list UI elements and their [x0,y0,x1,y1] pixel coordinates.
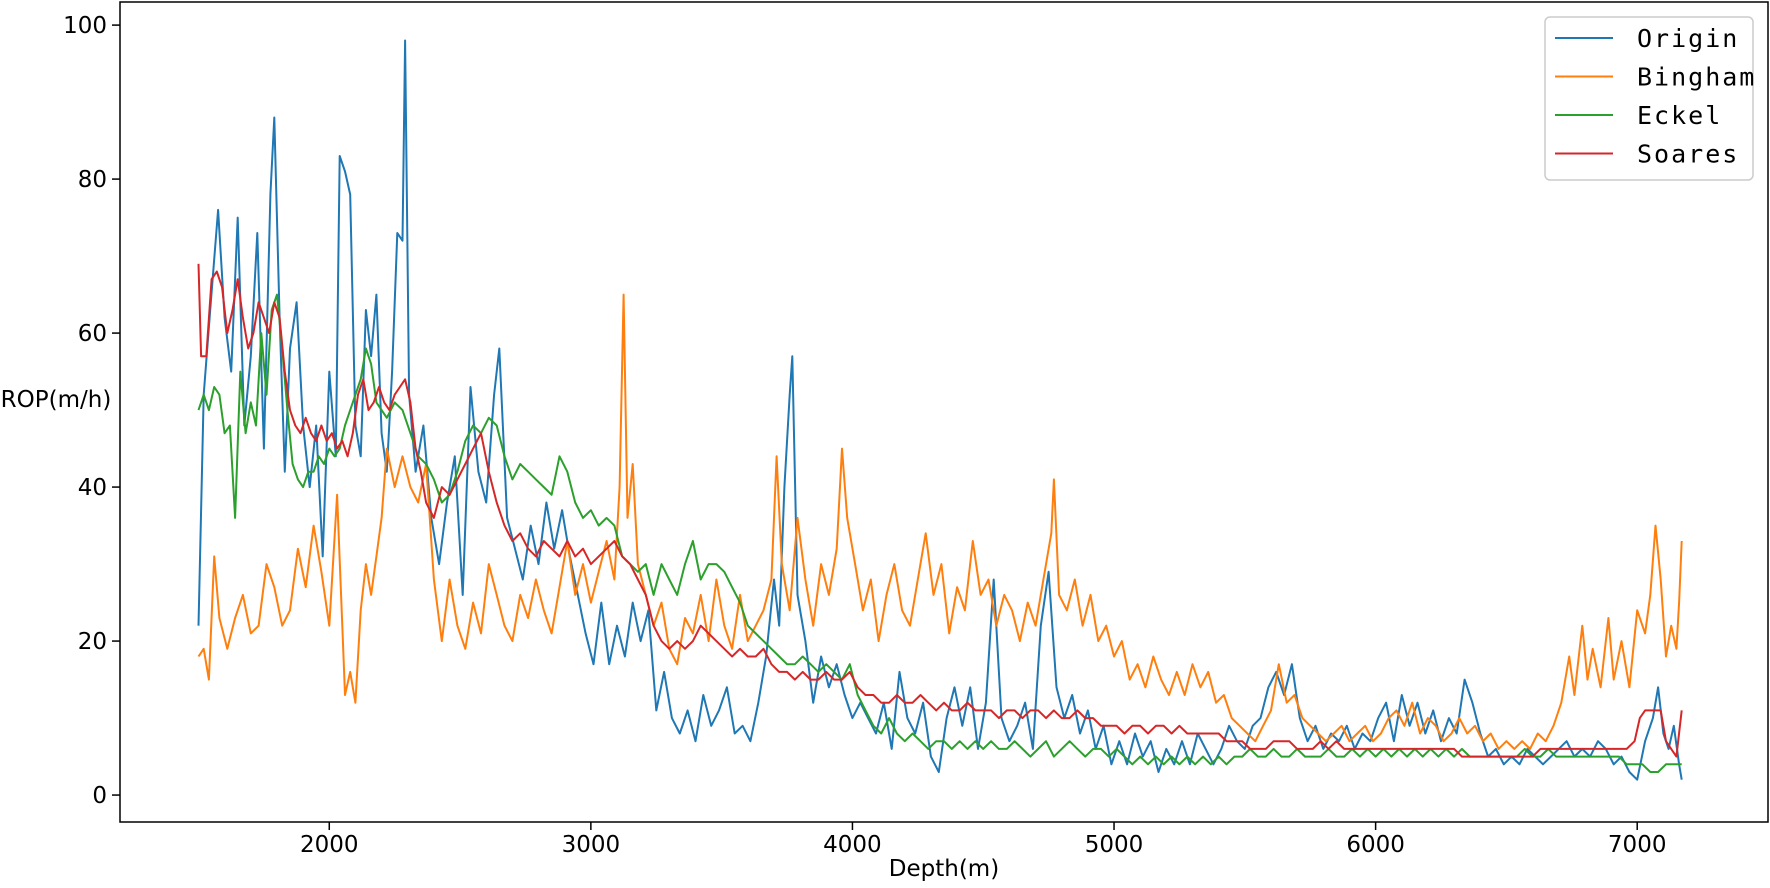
y-tick-label: 40 [78,475,107,501]
y-tick-label: 80 [78,167,107,193]
x-tick-label: 4000 [823,832,882,858]
series-line-bingham [197,293,1683,750]
legend-label-bingham: Bingham [1637,63,1756,92]
y-tick-label: 100 [63,13,107,39]
x-tick-label: 6000 [1346,832,1405,858]
y-tick-label: 0 [92,783,107,809]
x-tick-label: 5000 [1085,832,1144,858]
legend-label-origin: Origin [1637,24,1739,53]
y-tick-label: 20 [78,629,107,655]
legend: Origin Bingham Eckel Soares [1544,16,1756,181]
x-tick-label: 7000 [1608,832,1667,858]
x-tick-label: 2000 [300,832,359,858]
series-line-soares [197,263,1683,758]
x-axis-label: Depth(m) [889,856,999,882]
y-axis-label: ROP(m/h) [1,387,112,413]
legend-label-soares: Soares [1637,140,1739,169]
series-line-origin [197,39,1683,781]
x-axis: 2000 3000 4000 5000 6000 7000 [300,822,1666,858]
x-tick-label: 3000 [562,832,621,858]
y-axis: 0 20 40 60 80 100 [63,13,120,809]
y-tick-label: 60 [78,321,107,347]
legend-box [1544,16,1754,181]
plot-area-frame [119,1,1769,823]
legend-label-eckel: Eckel [1637,101,1722,130]
series-line-eckel [197,293,1682,773]
series-layer [197,39,1683,781]
